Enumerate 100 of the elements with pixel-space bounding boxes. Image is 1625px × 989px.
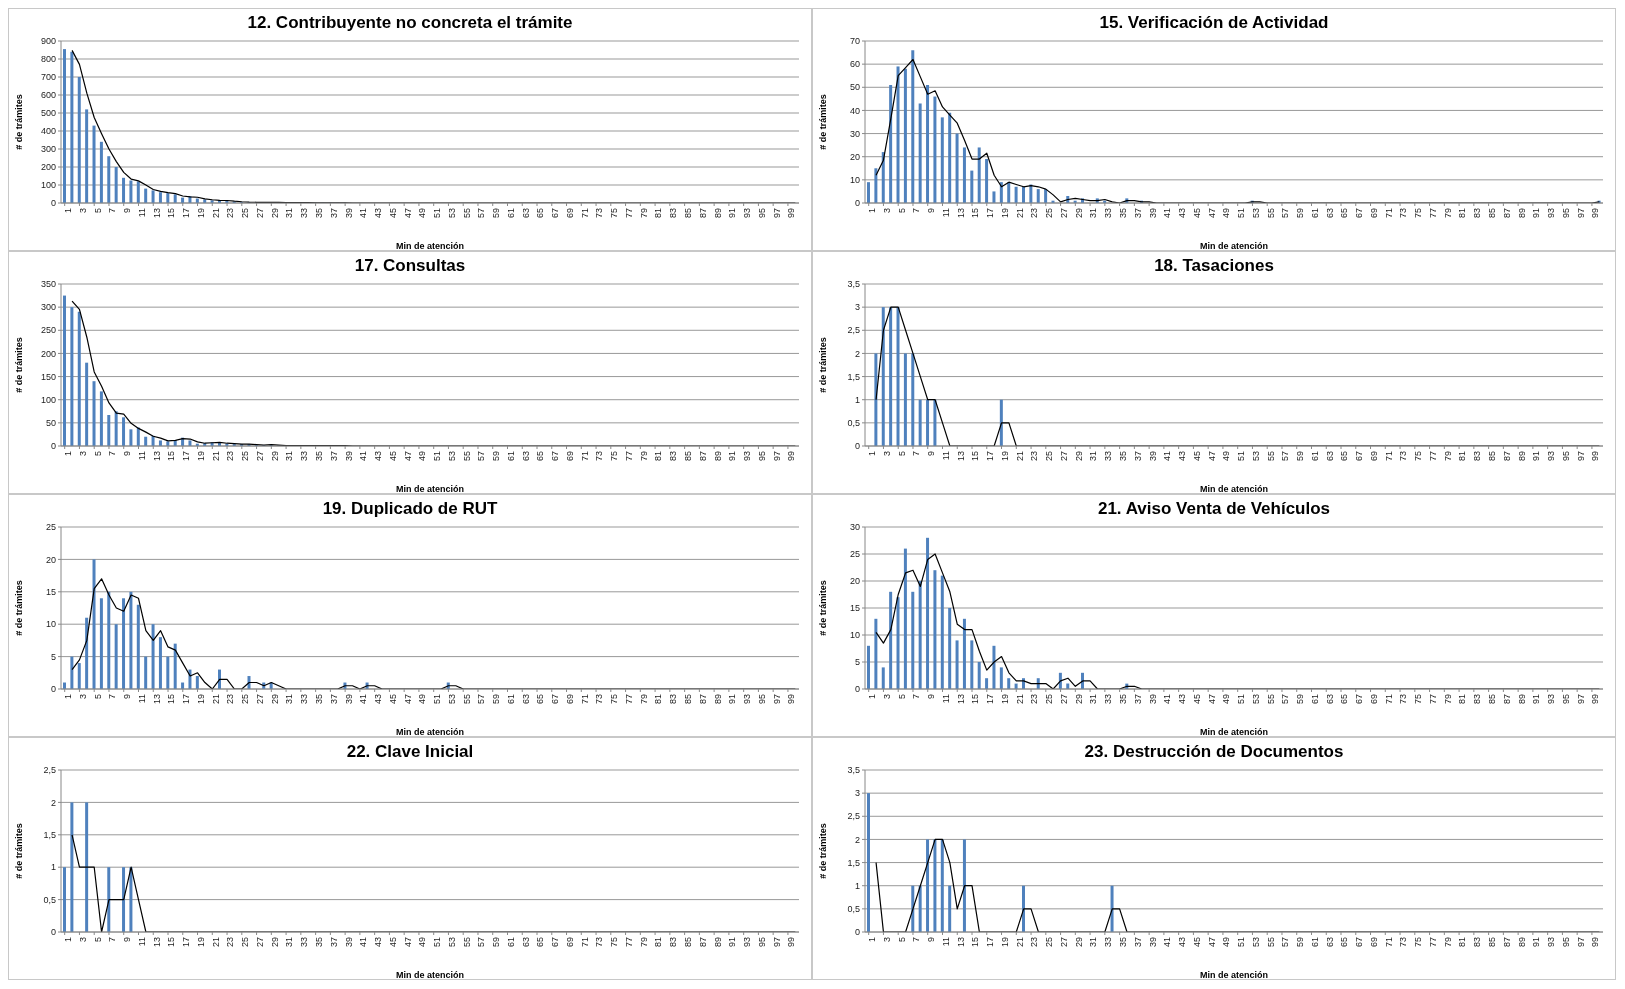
x-tick-label: 29 <box>269 208 280 219</box>
x-tick-label: 53 <box>446 694 457 705</box>
x-tick-label: 55 <box>1265 451 1276 462</box>
x-tick-label: 21 <box>210 208 221 219</box>
x-tick-label: 85 <box>1487 451 1497 462</box>
x-tick-label: 65 <box>1339 694 1350 705</box>
y-tick-label: 30 <box>849 128 860 139</box>
y-tick-label: 0 <box>854 684 860 695</box>
y-axis-title: # de trámites <box>818 823 829 879</box>
x-tick-label: 23 <box>1029 451 1040 462</box>
x-tick-label: 79 <box>638 451 649 462</box>
x-tick-label: 87 <box>1501 208 1512 219</box>
x-tick-label: 83 <box>1472 937 1483 948</box>
x-tick-label: 71 <box>579 208 590 219</box>
x-tick-label: 57 <box>1280 451 1291 462</box>
x-tick-label: 87 <box>697 694 708 705</box>
x-tick-label: 29 <box>269 451 280 462</box>
x-tick-label: 31 <box>284 694 295 705</box>
x-tick-label: 7 <box>911 937 922 943</box>
y-tick-label: 150 <box>40 371 56 382</box>
x-tick-label: 27 <box>254 451 265 462</box>
y-tick-label: 25 <box>849 549 860 560</box>
y-tick-label: 25 <box>45 522 56 533</box>
x-tick-label: 83 <box>1472 451 1483 462</box>
x-tick-label: 81 <box>1457 208 1468 219</box>
chart-title: 15. Verificación de Actividad <box>1098 12 1330 34</box>
x-tick-label: 27 <box>254 208 265 219</box>
x-tick-label: 57 <box>1280 208 1291 219</box>
x-tick-label: 45 <box>387 208 398 219</box>
x-tick-label: 97 <box>1575 937 1586 948</box>
x-tick-label: 99 <box>1590 694 1601 705</box>
x-tick-label: 45 <box>387 694 398 705</box>
y-tick-label: 0,5 <box>847 904 860 915</box>
x-tick-label: 47 <box>1206 208 1217 219</box>
y-tick-label: 250 <box>40 325 56 336</box>
x-tick-label: 63 <box>520 451 531 462</box>
x-tick-label: 55 <box>1265 208 1276 219</box>
x-tick-label: 47 <box>1206 937 1217 948</box>
x-tick-label: 39 <box>1147 208 1158 219</box>
x-tick-label: 21 <box>210 694 221 705</box>
x-tick-label: 49 <box>1221 208 1232 219</box>
x-tick-label: 57 <box>476 451 487 462</box>
x-tick-label: 75 <box>609 694 620 705</box>
x-tick-label: 35 <box>314 937 324 948</box>
x-tick-label: 69 <box>1368 694 1379 705</box>
x-tick-label: 27 <box>1058 208 1069 219</box>
x-tick-label: 51 <box>432 451 443 462</box>
x-tick-label: 53 <box>446 208 457 219</box>
x-tick-label: 79 <box>1442 451 1453 462</box>
x-tick-label: 65 <box>535 694 546 705</box>
x-tick-label: 43 <box>1177 451 1188 462</box>
y-tick-label: 0 <box>50 198 56 209</box>
x-tick-label: 9 <box>926 937 937 943</box>
x-tick-label: 65 <box>535 451 546 462</box>
x-tick-label: 3 <box>881 451 892 457</box>
x-tick-label: 23 <box>1029 208 1040 219</box>
x-tick-label: 73 <box>594 451 605 462</box>
x-tick-label: 33 <box>299 937 310 948</box>
x-tick-label: 71 <box>579 451 590 462</box>
x-tick-label: 75 <box>1413 694 1424 705</box>
x-tick-label: 51 <box>432 694 443 705</box>
x-tick-label: 21 <box>210 937 221 948</box>
x-tick-label: 25 <box>1044 208 1055 219</box>
x-axis-title: Min de atención <box>1199 241 1269 251</box>
x-tick-label: 69 <box>564 451 575 462</box>
y-tick-label: 1,5 <box>847 857 860 868</box>
x-tick-label: 61 <box>1309 694 1320 705</box>
x-tick-label: 37 <box>1132 694 1143 705</box>
x-tick-label: 87 <box>697 451 708 462</box>
x-tick-label: 53 <box>446 451 457 462</box>
x-tick-label: 51 <box>432 208 443 219</box>
x-tick-label: 33 <box>299 451 310 462</box>
x-tick-label: 25 <box>240 694 251 705</box>
x-tick-label: 63 <box>1324 694 1335 705</box>
x-tick-label: 93 <box>742 208 753 219</box>
x-tick-label: 27 <box>1058 694 1069 705</box>
x-tick-label: 85 <box>1487 694 1497 705</box>
x-tick-label: 77 <box>1427 937 1438 948</box>
x-tick-label: 99 <box>1590 937 1601 948</box>
x-tick-label: 21 <box>210 451 221 462</box>
x-tick-label: 17 <box>181 937 192 948</box>
x-tick-label: 19 <box>999 694 1010 705</box>
x-tick-label: 95 <box>1560 694 1571 705</box>
y-tick-label: 100 <box>40 180 56 191</box>
y-tick-label: 200 <box>40 162 56 173</box>
x-tick-label: 33 <box>299 208 310 219</box>
x-tick-label: 37 <box>1132 937 1143 948</box>
x-tick-label: 11 <box>136 937 147 947</box>
x-tick-label: 85 <box>683 694 693 705</box>
x-tick-label: 59 <box>1295 208 1306 219</box>
x-tick-label: 81 <box>1457 451 1468 462</box>
x-tick-label: 35 <box>1118 451 1128 462</box>
x-tick-label: 71 <box>579 937 590 948</box>
x-tick-label: 89 <box>1516 694 1527 705</box>
x-tick-label: 1 <box>867 694 878 700</box>
x-tick-label: 33 <box>1103 451 1114 462</box>
x-tick-label: 93 <box>1546 208 1557 219</box>
x-tick-label: 89 <box>1516 208 1527 219</box>
x-tick-label: 25 <box>240 937 251 948</box>
x-tick-label: 19 <box>195 451 206 462</box>
